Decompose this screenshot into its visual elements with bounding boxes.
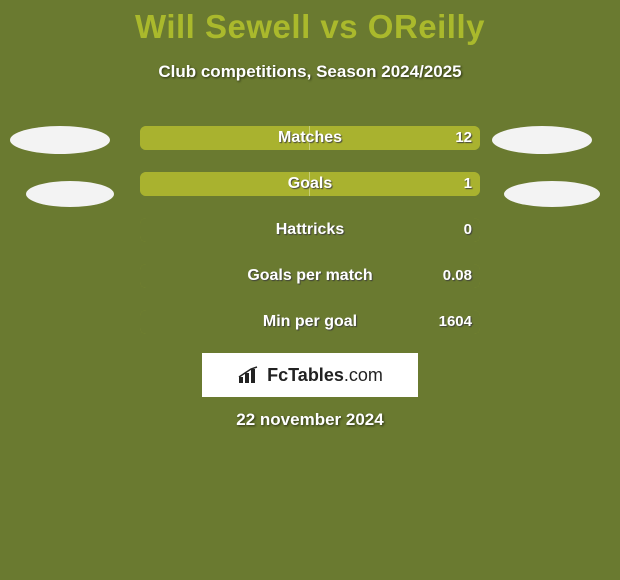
stat-bar: Min per goal1604 — [140, 310, 480, 334]
player-card-left-2 — [18, 164, 122, 224]
stat-bar-segment — [310, 172, 480, 196]
stat-bar-segment — [140, 218, 480, 242]
player-card-left — [8, 110, 112, 170]
stats-bars: Matches12 Goals1 Hattricks0 Goals per match… — [140, 126, 480, 356]
subtitle: Club competitions, Season 2024/2025 — [0, 62, 620, 82]
date-label: 22 november 2024 — [0, 410, 620, 430]
bar-chart-icon — [237, 365, 261, 385]
stat-bar-segment — [140, 172, 310, 196]
player-card-right-2 — [500, 164, 604, 224]
player-card-right — [490, 110, 594, 170]
stat-bar: Matches12 — [140, 126, 480, 150]
stat-bar: Hattricks0 — [140, 218, 480, 242]
page-title: Will Sewell vs OReilly — [0, 8, 620, 46]
stat-bar-segment — [140, 126, 310, 150]
stat-bar-segment — [310, 126, 480, 150]
stat-bar-segment — [140, 310, 480, 334]
comparison-infographic: Will Sewell vs OReilly Club competitions… — [0, 0, 620, 580]
stat-bar: Goals per match0.08 — [140, 264, 480, 288]
stat-bar-segment — [140, 264, 480, 288]
stat-bar: Goals1 — [140, 172, 480, 196]
fctables-logo: FcTables.com — [202, 353, 418, 397]
logo-text: FcTables.com — [267, 365, 383, 386]
